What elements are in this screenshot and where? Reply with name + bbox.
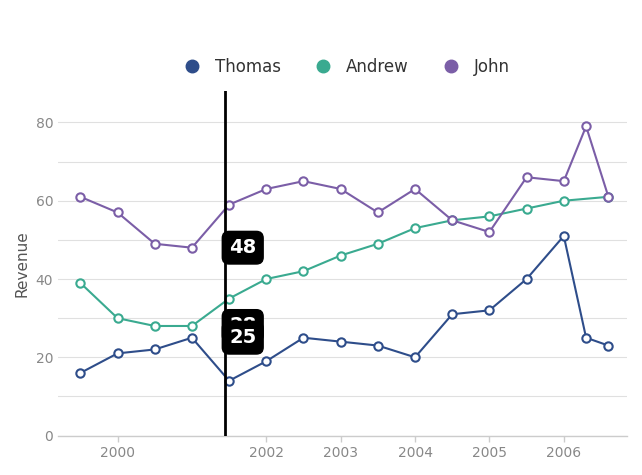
Text: 28: 28 <box>229 316 256 335</box>
Legend: Thomas, Andrew, John: Thomas, Andrew, John <box>168 51 517 83</box>
Text: 25: 25 <box>229 328 256 347</box>
Y-axis label: Revenue: Revenue <box>15 230 30 297</box>
Text: 48: 48 <box>229 238 256 257</box>
